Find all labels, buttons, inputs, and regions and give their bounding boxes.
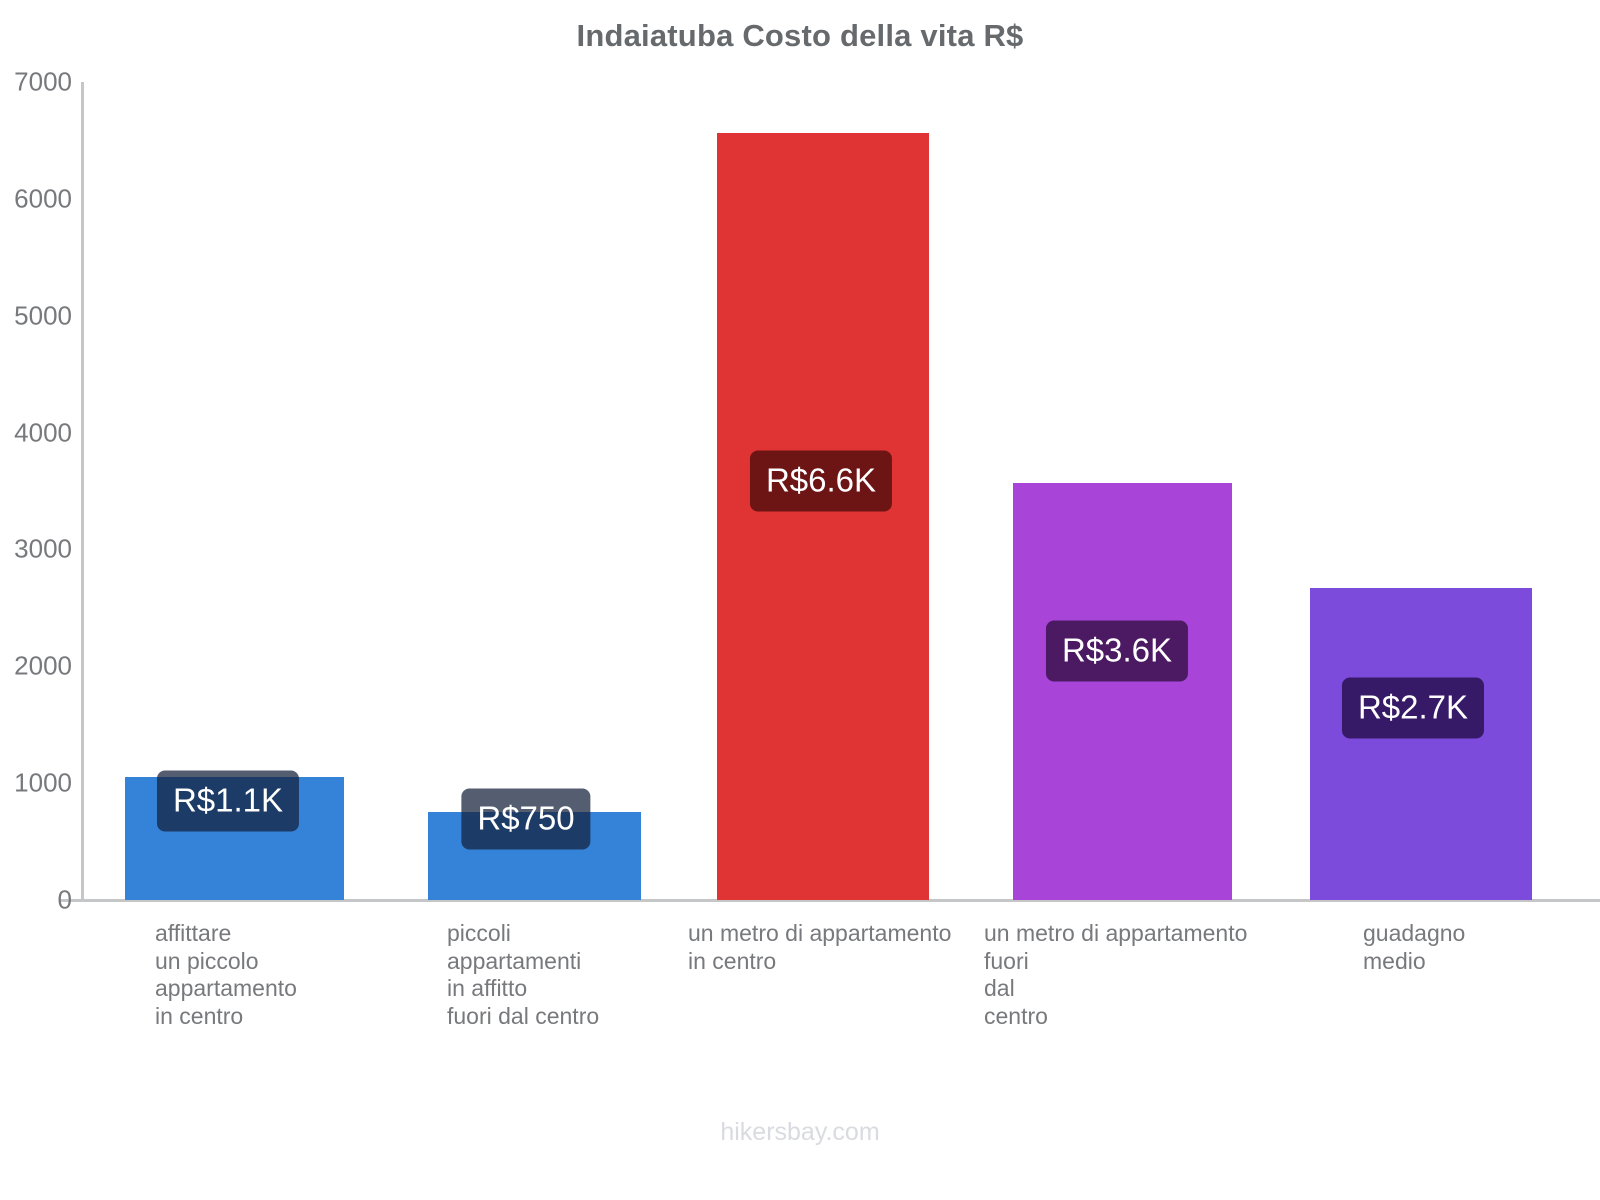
y-axis-line xyxy=(81,82,84,900)
bar-value-label-1: R$1.1K xyxy=(156,770,300,832)
bar-5[interactable] xyxy=(1310,588,1532,900)
bar-4[interactable] xyxy=(1013,482,1232,900)
y-axis-tick-2000: 2000 xyxy=(14,650,72,681)
bar-value-label-3: R$6.6K xyxy=(749,450,893,512)
x-axis-category-4: un metro di appartamento fuori dal centr… xyxy=(984,920,1248,1029)
bar-value-label-2: R$750 xyxy=(461,788,591,850)
y-axis-tick-6000: 6000 xyxy=(14,183,72,214)
watermark: hikersbay.com xyxy=(720,1118,880,1146)
bar-3[interactable] xyxy=(717,133,929,900)
chart-title: Indaiatuba Costo della vita R$ xyxy=(576,18,1024,53)
x-axis-category-1: affittare un piccolo appartamento in cen… xyxy=(155,920,297,1029)
y-axis-tick-1000: 1000 xyxy=(14,767,72,798)
y-axis-tick-7000: 7000 xyxy=(14,66,72,97)
x-axis-line xyxy=(60,899,1600,902)
x-axis-category-5: guadagno medio xyxy=(1363,920,1466,974)
bar-value-label-4: R$3.6K xyxy=(1045,620,1189,682)
y-axis-tick-0: 0 xyxy=(57,884,72,915)
y-axis-tick-5000: 5000 xyxy=(14,300,72,331)
x-axis-category-3: un metro di appartamento in centro xyxy=(688,920,952,974)
y-axis-tick-4000: 4000 xyxy=(14,417,72,448)
bar-value-label-5: R$2.7K xyxy=(1341,677,1485,739)
y-axis-tick-3000: 3000 xyxy=(14,533,72,564)
x-axis-category-2: piccoli appartamenti in affitto fuori da… xyxy=(447,920,600,1029)
